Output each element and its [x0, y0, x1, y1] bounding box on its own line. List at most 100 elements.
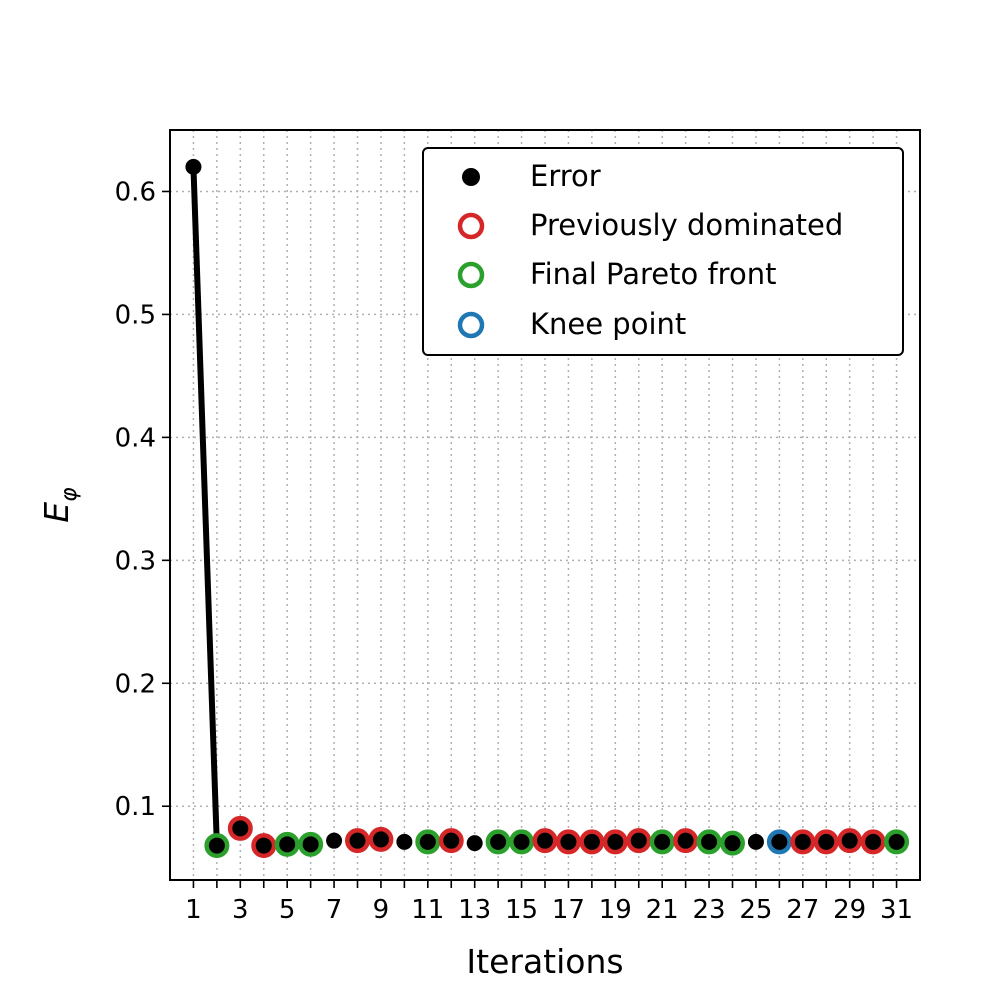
- x-tick-label: 25: [739, 895, 772, 925]
- error-point: [818, 833, 835, 850]
- x-tick-label: 27: [786, 895, 819, 925]
- status-ring-previously-dominated: [227, 815, 253, 841]
- y-axis-label-main: E: [37, 502, 76, 523]
- y-tick-label: 0.6: [115, 177, 156, 207]
- x-tick-label: 29: [833, 895, 866, 925]
- status-ring-previously-dominated: [813, 829, 839, 855]
- legend-label-knee-point: Knee point: [530, 307, 686, 341]
- x-tick-label: 13: [458, 895, 491, 925]
- error-point: [302, 836, 319, 853]
- status-ring-final-pareto-front: [298, 831, 324, 857]
- status-ring-previously-dominated: [345, 828, 370, 854]
- error-point: [490, 833, 507, 850]
- y-axis-label: Eφ: [37, 487, 82, 523]
- legend-marker-error: [462, 168, 480, 186]
- error-point: [419, 833, 436, 850]
- y-tick-label: 0.1: [115, 792, 156, 822]
- status-ring-previously-dominated: [368, 826, 394, 852]
- error-point: [232, 820, 249, 837]
- y-tick-label: 0.5: [115, 300, 156, 330]
- x-tick-label: 3: [232, 895, 249, 925]
- error-point: [654, 833, 671, 850]
- legend-frame: [422, 147, 904, 356]
- error-point: [630, 832, 647, 849]
- status-ring-previously-dominated: [790, 829, 816, 855]
- status-ring-previously-dominated: [602, 829, 628, 855]
- legend-entry-final-pareto-front: Final Pareto front: [457, 257, 776, 291]
- x-tick-label: 21: [646, 895, 679, 925]
- x-tick-label: 17: [552, 895, 585, 925]
- error-point: [255, 837, 272, 854]
- error-point: [279, 836, 296, 853]
- x-axis-label: Iterations: [466, 942, 623, 981]
- legend: Error Previously dominated Final Pareto …: [422, 147, 904, 356]
- error-line-layer: [190, 163, 220, 849]
- x-tick-label: 9: [373, 895, 390, 925]
- status-ring-previously-dominated: [532, 828, 558, 854]
- y-axis-label-subscript: φ: [57, 487, 82, 502]
- error-point: [326, 832, 343, 849]
- error-point: [583, 833, 600, 850]
- error-point: [888, 833, 905, 850]
- error-point: [607, 833, 624, 850]
- status-ring-previously-dominated: [673, 828, 699, 854]
- status-ring-final-pareto-front: [485, 829, 511, 855]
- legend-label-error: Error: [530, 159, 601, 193]
- error-point: [372, 831, 389, 848]
- legend-entry-error: Error: [462, 159, 601, 193]
- status-ring-previously-dominated: [438, 828, 464, 854]
- status-ring-final-pareto-front: [509, 829, 535, 855]
- x-tick-label: 19: [599, 895, 632, 925]
- y-tick-label: 0.2: [115, 669, 156, 699]
- status-ring-final-pareto-front: [204, 833, 230, 859]
- error-point: [208, 837, 225, 854]
- y-tick-label: 0.3: [115, 546, 156, 576]
- x-tick-label: 31: [880, 895, 913, 925]
- status-ring-final-pareto-front: [415, 829, 441, 855]
- status-ring-final-pareto-front: [274, 831, 300, 857]
- error-point: [747, 833, 764, 850]
- error-point: [349, 832, 366, 849]
- status-ring-final-pareto-front: [884, 829, 910, 855]
- x-tick-label: 1: [185, 895, 202, 925]
- x-tick-label: 5: [279, 895, 296, 925]
- status-ring-final-pareto-front: [649, 829, 675, 855]
- error-point: [865, 833, 882, 850]
- legend-entry-knee-point: Knee point: [457, 307, 686, 341]
- error-point: [841, 832, 858, 849]
- grid-lines: [170, 130, 920, 880]
- error-point: [771, 833, 788, 850]
- error-point: [443, 832, 460, 849]
- error-point: [724, 835, 741, 852]
- legend-entry-previously-dominated: Previously dominated: [457, 208, 843, 242]
- status-ring-previously-dominated: [251, 833, 277, 859]
- legend-marker-knee-point: [457, 311, 485, 339]
- error-point: [466, 835, 483, 852]
- legend-marker-final-pareto-front: [457, 261, 485, 289]
- y-tick-label: 0.4: [115, 423, 156, 453]
- error-point: [396, 833, 413, 850]
- status-ring-previously-dominated: [579, 829, 605, 855]
- error-point: [794, 833, 811, 850]
- x-tick-label: 23: [693, 895, 726, 925]
- status-ring-previously-dominated: [860, 829, 886, 855]
- x-tick-label: 11: [411, 895, 444, 925]
- status-ring-previously-dominated: [626, 828, 652, 854]
- x-tick-label: 15: [505, 895, 538, 925]
- status-ring-final-pareto-front: [720, 830, 745, 856]
- legend-marker-previously-dominated: [457, 212, 485, 240]
- status-ring-previously-dominated: [837, 828, 863, 854]
- status-ring-previously-dominated: [555, 829, 581, 855]
- legend-label-previously-dominated: Previously dominated: [530, 208, 843, 242]
- error-point: [185, 158, 202, 175]
- status-ring-knee-point: [766, 829, 792, 855]
- error-point: [513, 833, 530, 850]
- data-points: [185, 158, 910, 859]
- error-point: [537, 832, 553, 849]
- axis-ticks: 1 3 5 7 9 11 13 15 17 19 21 23 25 27 29 310.10.20.30.40…: [115, 177, 913, 925]
- error-point: [560, 833, 577, 850]
- error-point: [677, 832, 694, 849]
- error-line: [190, 163, 220, 849]
- legend-label-final-pareto-front: Final Pareto front: [530, 257, 776, 291]
